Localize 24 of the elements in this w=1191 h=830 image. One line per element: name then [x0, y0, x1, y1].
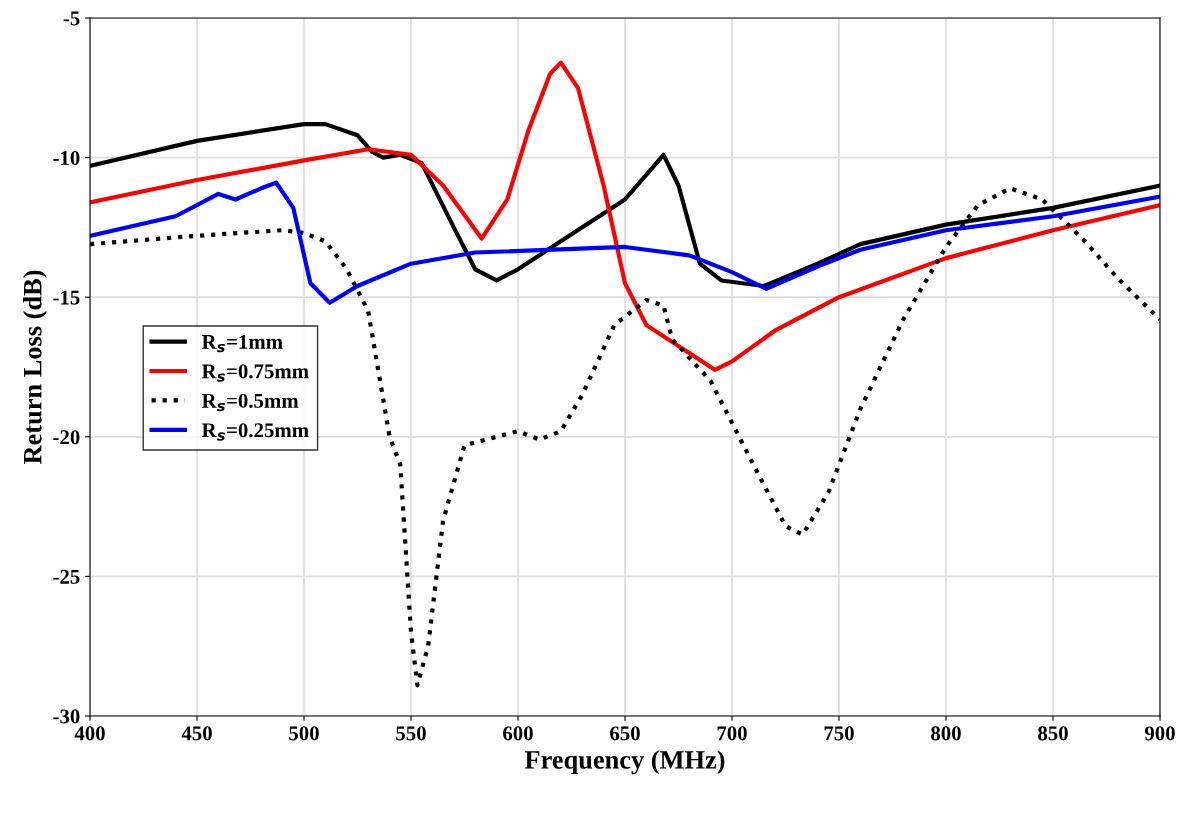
y-tick-label: -20	[53, 430, 80, 445]
x-tick-label: 800	[931, 726, 961, 741]
x-tick-label: 900	[1144, 726, 1175, 741]
x-tick-label: 400	[74, 726, 105, 741]
y-tick-label: -30	[53, 709, 80, 724]
legend-label: R$_{s}$=0.5mm	[201, 393, 299, 412]
x-tick-label: 750	[824, 726, 854, 741]
x-tick-label: 450	[181, 726, 212, 741]
x-tick-label: 650	[610, 726, 640, 741]
y-tick-label: -25	[53, 569, 80, 584]
legend-label: R$_{s}$=0.75mm	[201, 364, 309, 382]
legend-label: R$_{s}$=0.25mm	[201, 423, 309, 441]
y-tick-label: -5	[63, 11, 80, 26]
x-tick-label: 600	[503, 726, 533, 741]
y-tick-label: -15	[53, 290, 80, 305]
x-tick-label: 700	[717, 726, 747, 741]
y-tick-label: -10	[53, 150, 80, 166]
legend-label: R$_{s}$=1mm	[201, 334, 283, 353]
x-axis-title: Frequency (MHz)	[524, 750, 725, 775]
line-series	[90, 180, 1160, 305]
y-axis-title: Return Loss (dB)	[23, 270, 47, 465]
x-tick-label: 850	[1038, 726, 1068, 741]
x-tick-label: 550	[396, 726, 426, 741]
x-tick-label: 500	[289, 726, 319, 741]
